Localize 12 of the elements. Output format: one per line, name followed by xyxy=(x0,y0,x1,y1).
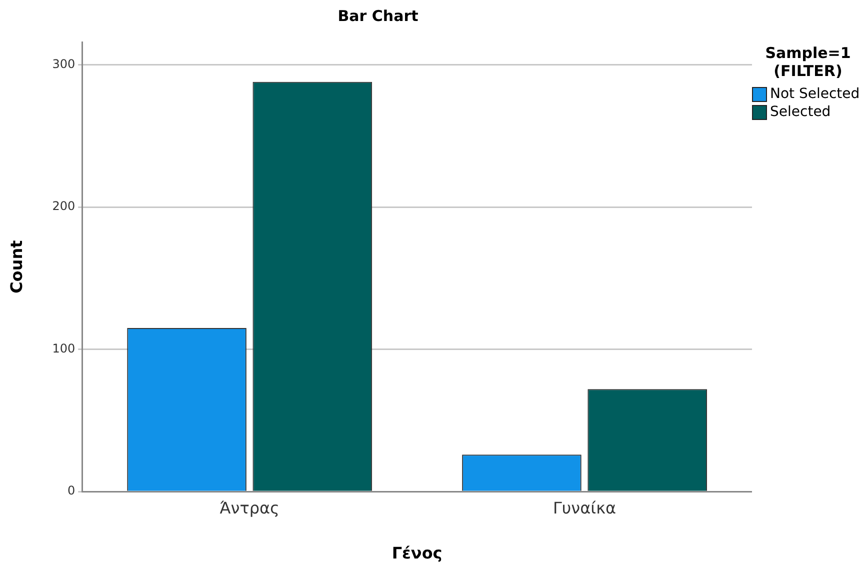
legend-label: Selected xyxy=(770,104,831,120)
legend-title: Sample=1 (FILTER) xyxy=(764,44,852,80)
y-tick-label: 200 xyxy=(52,199,76,214)
x-tick-label: Άντρας xyxy=(220,498,280,518)
x-tick-label: Γυναίκα xyxy=(553,498,616,518)
y-tick-label: 0 xyxy=(67,484,76,498)
y-tick-label: 100 xyxy=(52,341,76,356)
y-tick-label: 300 xyxy=(52,56,76,71)
chart-title: Bar Chart xyxy=(338,6,418,25)
y-axis-title: Count xyxy=(6,240,26,294)
x-axis-title: Γένος xyxy=(392,544,442,563)
legend-label: Not Selected xyxy=(770,86,860,102)
